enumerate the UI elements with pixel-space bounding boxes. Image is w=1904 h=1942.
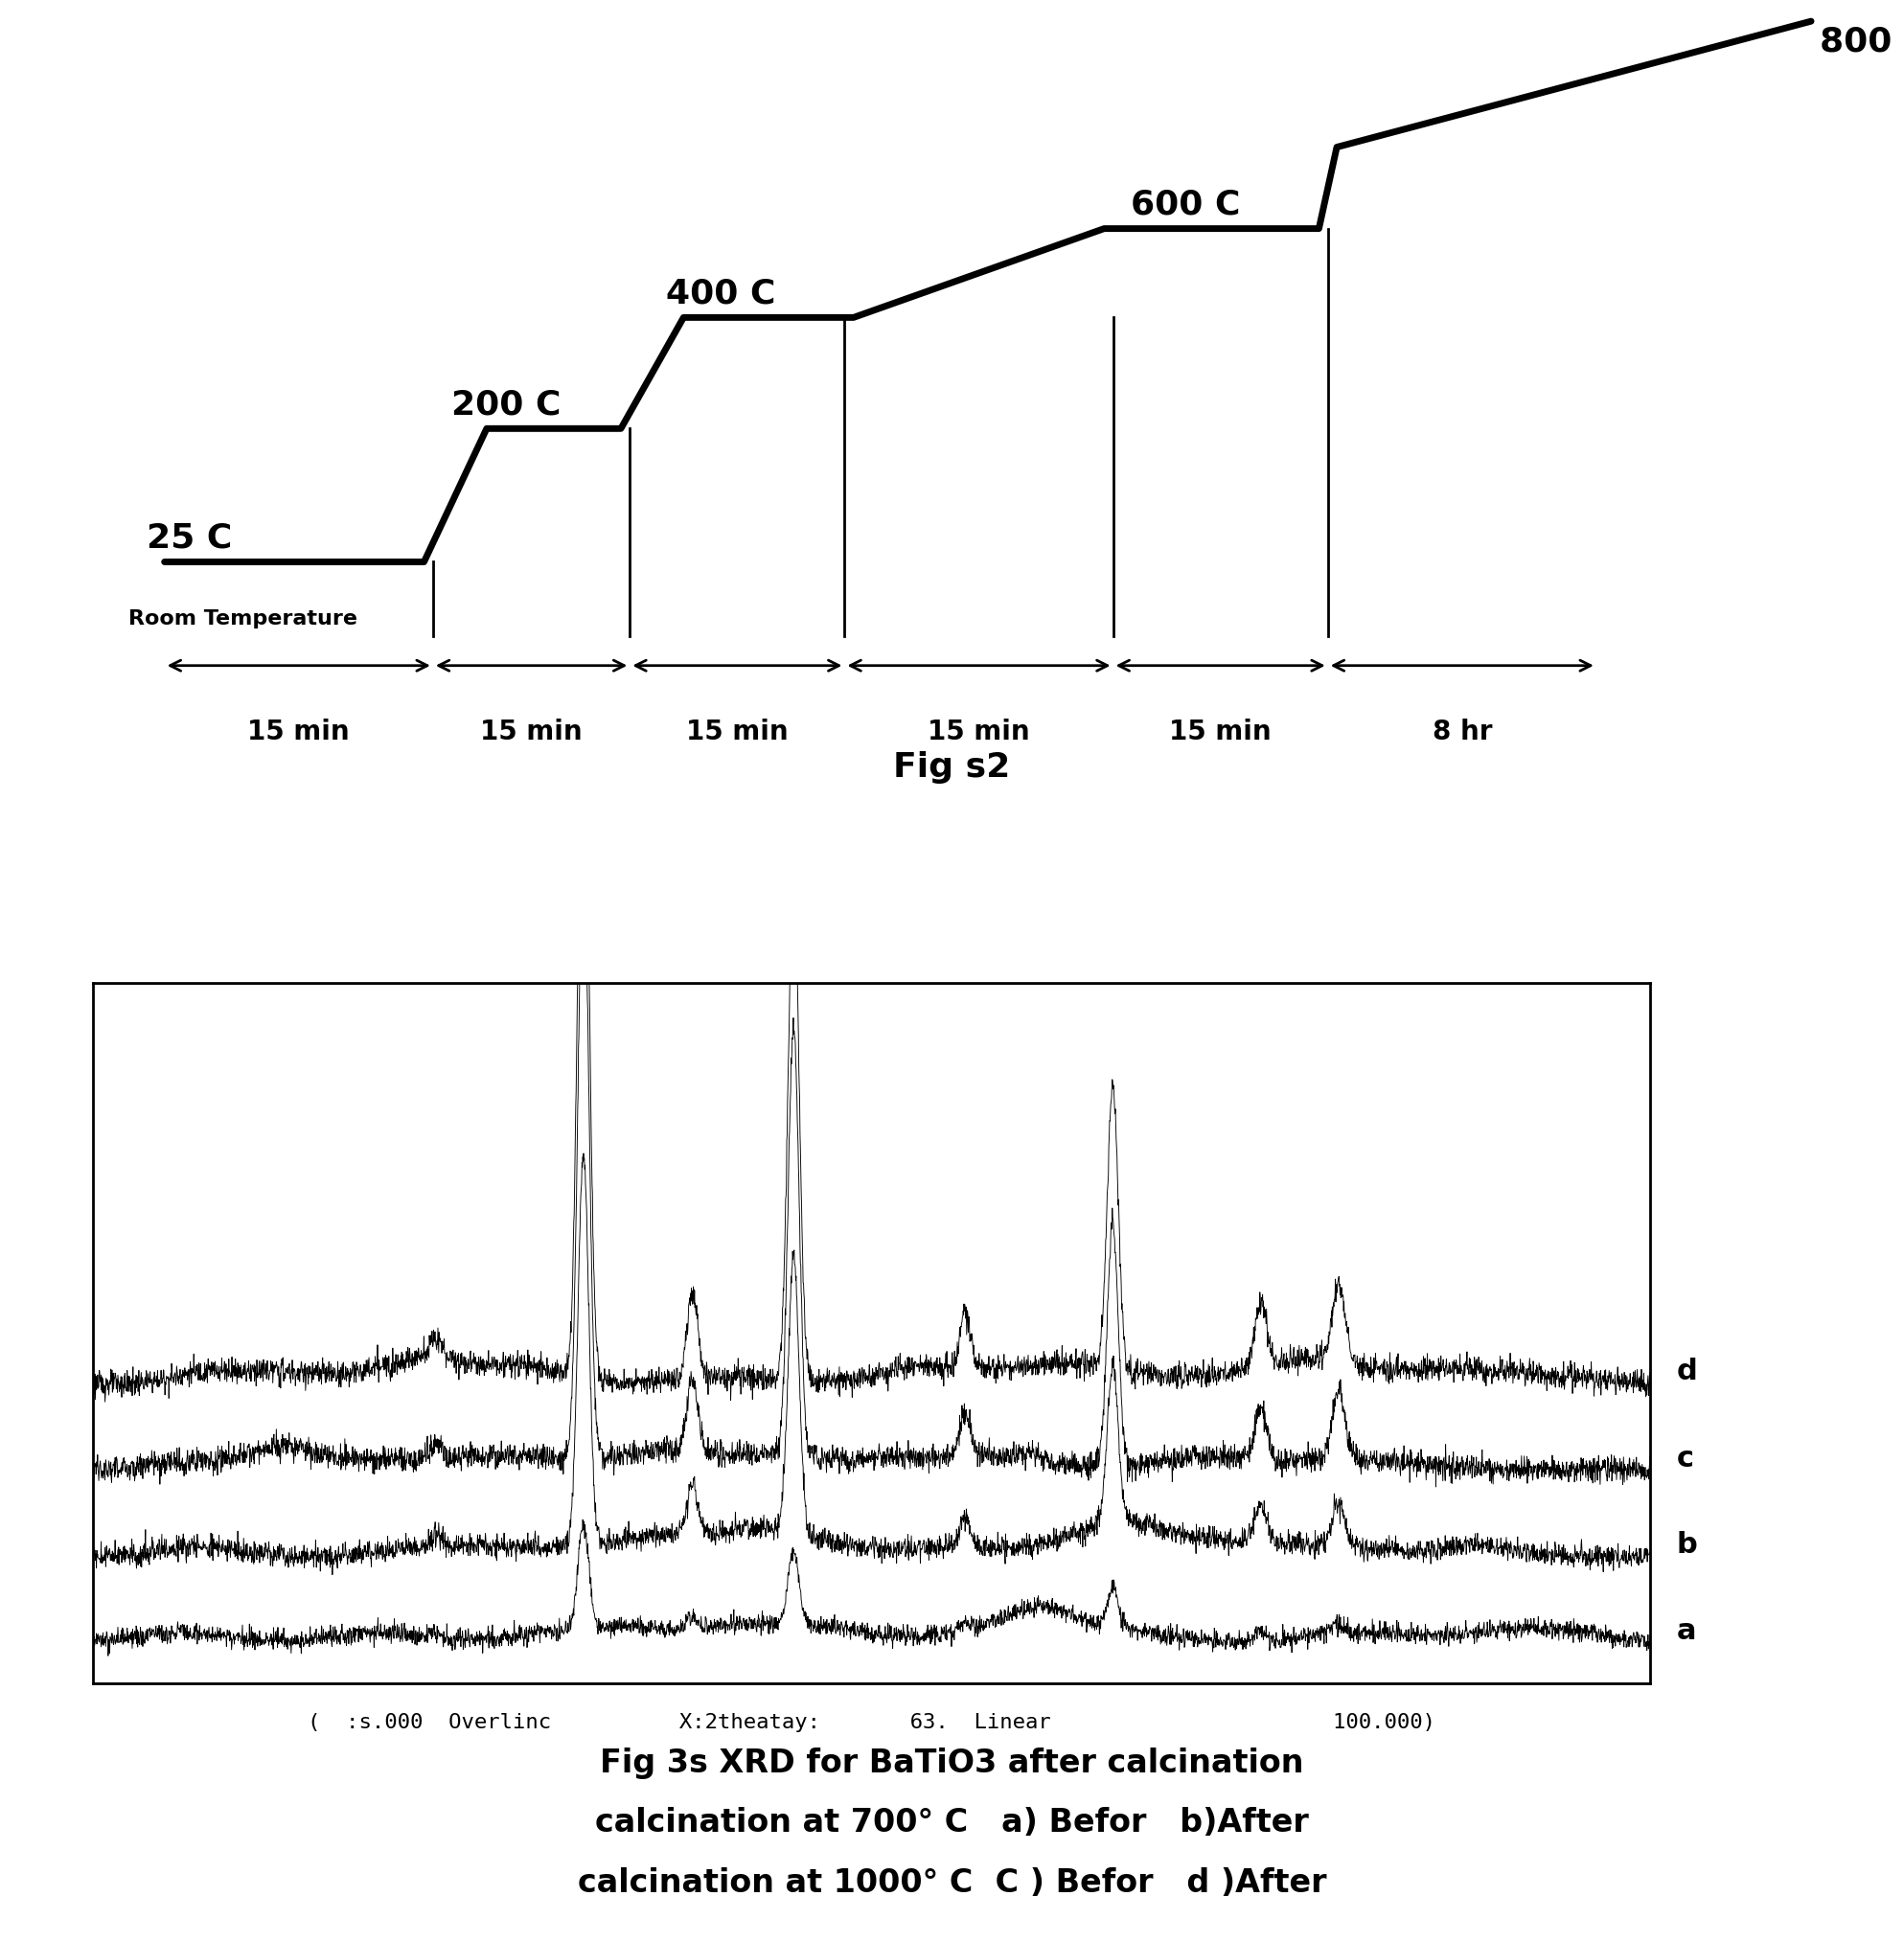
Text: 15 min: 15 min (685, 719, 788, 746)
Text: 15 min: 15 min (248, 719, 350, 746)
Text: 8 hr: 8 hr (1432, 719, 1493, 746)
Text: d: d (1677, 1357, 1698, 1387)
Text: Fig 3s XRD for BaTiO3 after calcination: Fig 3s XRD for BaTiO3 after calcination (600, 1748, 1304, 1779)
Text: calcination at 700° C   a) Befor   b)After: calcination at 700° C a) Befor b)After (596, 1808, 1308, 1839)
Text: 800 C: 800 C (1820, 25, 1904, 58)
Text: Room Temperature: Room Temperature (129, 610, 358, 629)
Text: 15 min: 15 min (1169, 719, 1272, 746)
Text: (  :s.000  Overlinc          X:2theatay:       63.  Linear                      : ( :s.000 Overlinc X:2theatay: 63. Linear (308, 1713, 1436, 1732)
Text: 400 C: 400 C (666, 278, 775, 311)
Text: 25 C: 25 C (147, 522, 232, 555)
Text: 15 min: 15 min (480, 719, 583, 746)
Text: Fig s2: Fig s2 (893, 752, 1011, 785)
Text: 600 C: 600 C (1131, 188, 1241, 221)
Text: c: c (1677, 1445, 1695, 1472)
Text: a: a (1677, 1618, 1696, 1645)
Text: 200 C: 200 C (451, 388, 560, 421)
Text: calcination at 1000° C  C ) Befor   d )After: calcination at 1000° C C ) Befor d )Afte… (577, 1868, 1327, 1899)
Text: 15 min: 15 min (927, 719, 1030, 746)
Text: b: b (1677, 1530, 1698, 1559)
